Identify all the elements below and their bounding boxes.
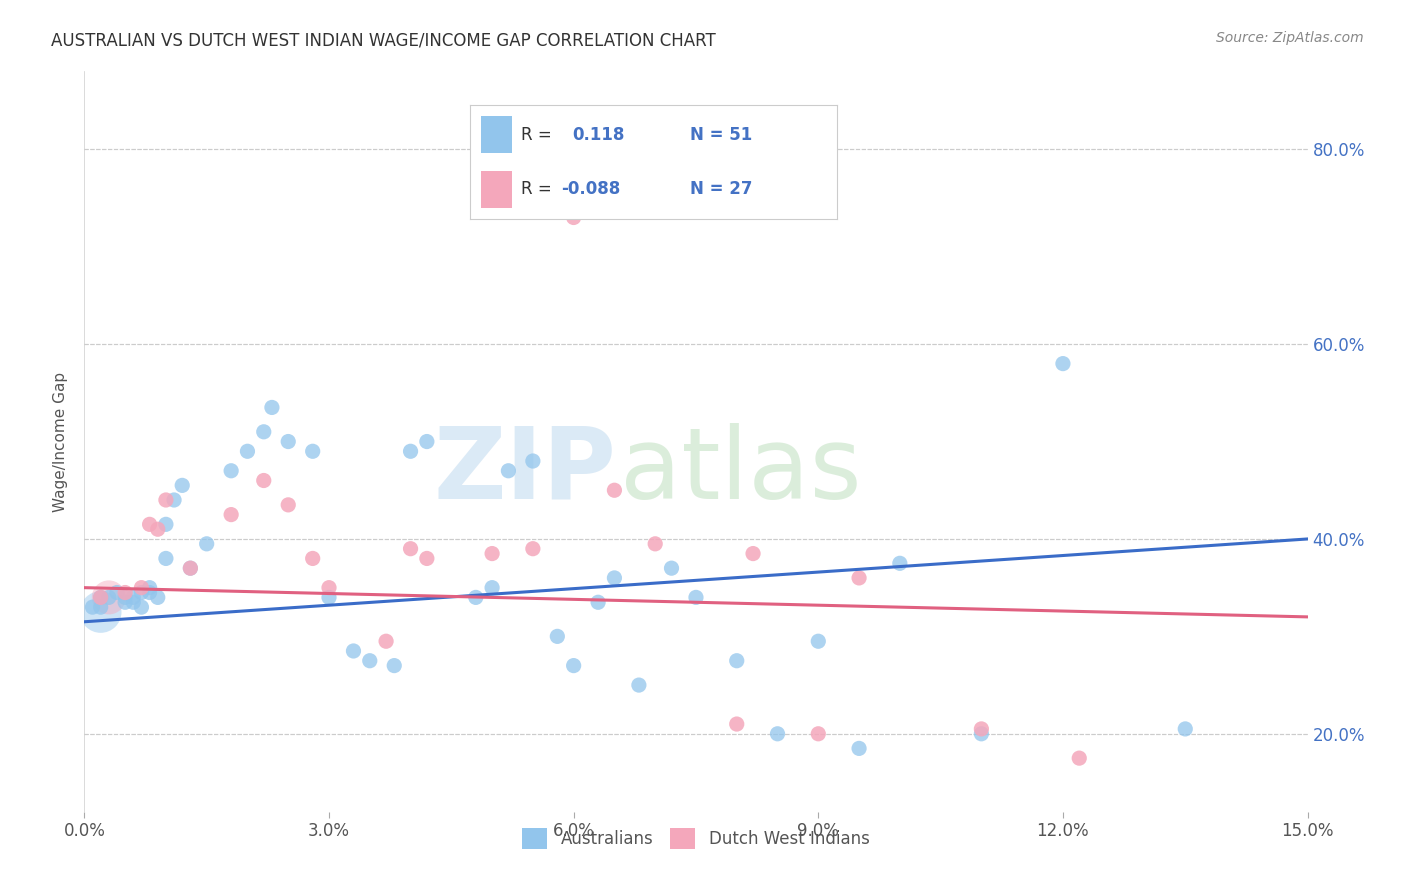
Point <box>481 581 503 595</box>
Point <box>114 585 136 599</box>
Point <box>889 557 911 571</box>
Point <box>970 722 993 736</box>
Point <box>725 654 748 668</box>
Point <box>522 454 544 468</box>
Point <box>138 585 160 599</box>
Point <box>546 629 568 643</box>
Point <box>1069 751 1091 765</box>
Point <box>382 658 405 673</box>
Point <box>131 585 153 599</box>
Text: Source: ZipAtlas.com: Source: ZipAtlas.com <box>1216 31 1364 45</box>
Point <box>318 591 340 605</box>
Point <box>97 591 120 605</box>
Point <box>138 581 160 595</box>
Point <box>416 551 439 566</box>
Point <box>179 561 201 575</box>
Point <box>155 517 177 532</box>
Point <box>889 816 911 830</box>
Point <box>90 591 112 605</box>
Point <box>562 211 585 225</box>
Y-axis label: Wage/Income Gap: Wage/Income Gap <box>53 371 69 512</box>
Point <box>155 493 177 508</box>
Text: AUSTRALIAN VS DUTCH WEST INDIAN WAGE/INCOME GAP CORRELATION CHART: AUSTRALIAN VS DUTCH WEST INDIAN WAGE/INC… <box>51 31 716 49</box>
Point <box>163 493 186 508</box>
Point <box>644 537 666 551</box>
Point <box>685 591 707 605</box>
Point <box>318 581 340 595</box>
Point <box>138 517 160 532</box>
Point <box>195 537 218 551</box>
Point <box>359 654 381 668</box>
Point <box>375 634 398 648</box>
Point <box>253 474 276 488</box>
Point <box>97 591 120 605</box>
Point <box>1174 722 1197 736</box>
Point <box>236 444 259 458</box>
Point <box>807 727 830 741</box>
Point <box>586 595 609 609</box>
Point <box>399 541 422 556</box>
Point <box>301 444 323 458</box>
Point <box>122 591 145 605</box>
Point <box>172 478 194 492</box>
Point <box>627 678 650 692</box>
Point <box>342 644 364 658</box>
Point <box>848 571 870 585</box>
Point <box>807 634 830 648</box>
Point <box>179 561 201 575</box>
Point <box>131 581 153 595</box>
Point <box>146 522 169 536</box>
Point <box>155 551 177 566</box>
Point <box>522 541 544 556</box>
Point <box>105 585 128 599</box>
Point <box>114 595 136 609</box>
Point <box>122 595 145 609</box>
Point <box>399 444 422 458</box>
Point <box>464 591 486 605</box>
Point <box>481 547 503 561</box>
Text: atlas: atlas <box>620 423 862 520</box>
Point <box>498 464 520 478</box>
Point <box>848 741 870 756</box>
Point <box>301 551 323 566</box>
Point <box>277 498 299 512</box>
Point <box>90 605 112 619</box>
Text: ZIP: ZIP <box>433 423 616 520</box>
Legend: Australians, Dutch West Indians: Australians, Dutch West Indians <box>516 822 876 855</box>
Point <box>603 483 626 498</box>
Point <box>260 401 283 415</box>
Point <box>253 425 276 439</box>
Point <box>970 727 993 741</box>
Point <box>131 600 153 615</box>
Point <box>90 591 112 605</box>
Point <box>114 591 136 605</box>
Point <box>219 508 242 522</box>
Point <box>603 571 626 585</box>
Point <box>277 434 299 449</box>
Point <box>725 717 748 731</box>
Point <box>562 658 585 673</box>
Point <box>766 727 789 741</box>
Point <box>82 600 104 615</box>
Point <box>416 434 439 449</box>
Point <box>742 547 765 561</box>
Point <box>661 561 683 575</box>
Point <box>90 600 112 615</box>
Point <box>219 464 242 478</box>
Point <box>146 591 169 605</box>
Point <box>1052 357 1074 371</box>
